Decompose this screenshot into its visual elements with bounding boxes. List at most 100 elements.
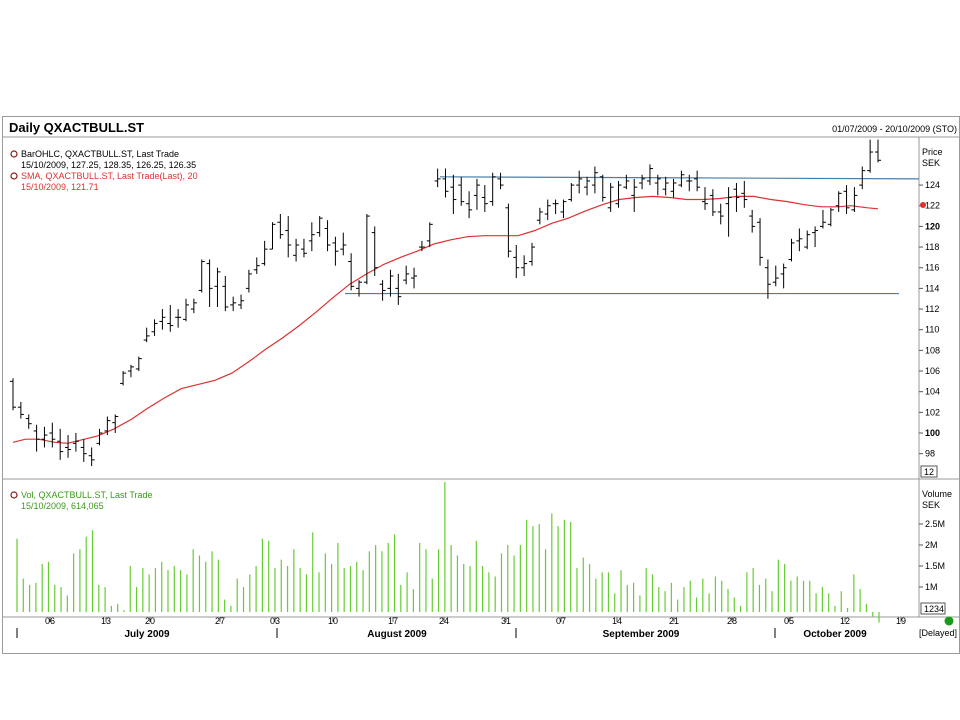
ohlc-bar: [599, 174, 606, 202]
ohlc-bar: [25, 414, 32, 429]
ohlc-bar: [411, 267, 418, 289]
ohlc-bar: [505, 203, 512, 258]
day-axis-ticks: 06 13 20 27 03 10 17 24 31 07 14 21 28 05 12 19: [45, 616, 906, 626]
ohlc-bar: [418, 240, 425, 252]
ohlc-bar: [285, 216, 292, 258]
ohlc-bar: [175, 309, 182, 328]
ohlc-bar: [819, 209, 826, 229]
ohlc-bar: [135, 356, 142, 372]
ohlc-bar: [112, 414, 119, 433]
day-tick-label: 24: [439, 616, 449, 626]
bar-legend-line2: 15/10/2009, 127.25, 128.35, 126.25, 126.…: [21, 160, 196, 170]
ohlc-bar: [843, 185, 850, 215]
ohlc-bar: [694, 170, 701, 192]
ohlc-bar: [253, 257, 260, 274]
ohlc-bar: [308, 222, 315, 252]
vol-legend-icon[interactable]: [10, 491, 18, 499]
day-tick-label: 03: [270, 616, 280, 626]
ohlc-bar: [804, 230, 811, 250]
ohlc-bar: [489, 172, 496, 206]
ohlc-bar: [615, 180, 622, 208]
ohlc-bar: [702, 187, 708, 210]
ohlc-bar: [568, 183, 575, 202]
ohlc-bar: [631, 178, 638, 212]
bar-legend-icon[interactable]: [10, 150, 18, 158]
ohlc-bar: [717, 203, 724, 225]
ohlc-bar: [72, 433, 79, 452]
price-badge-text: 12: [924, 467, 934, 477]
day-tick-label: 19: [896, 616, 906, 626]
ohlc-bar: [552, 199, 559, 215]
ohlc-bar: [426, 222, 433, 248]
ohlc-bar: [481, 185, 488, 212]
ohlc-bar: [261, 240, 268, 266]
ohlc-bar: [222, 275, 229, 312]
ohlc-bar: [513, 244, 520, 279]
ohlc-bar: [670, 178, 677, 198]
ohlc-bar: [104, 416, 111, 436]
ohlc-bar: [827, 207, 834, 227]
ohlc-bar: [80, 439, 87, 462]
ohlc-bar: [96, 428, 103, 446]
ohlc-bar: [772, 265, 779, 287]
ohlc-bar: [206, 259, 213, 307]
volume-tick-label: 2M: [925, 540, 938, 550]
ohlc-bar: [725, 187, 732, 237]
volume-axis-label: Volume: [922, 489, 952, 499]
ohlc-bar: [371, 226, 378, 276]
ohlc-bar: [733, 183, 740, 212]
day-tick-label: 10: [328, 616, 338, 626]
ohlc-bar: [607, 183, 614, 212]
price-tick-label: 116: [925, 263, 939, 273]
price-tick-label: 114: [925, 283, 939, 293]
ohlc-bar: [198, 259, 205, 293]
day-tick-label: 06: [45, 616, 55, 626]
volume-axis-unit: SEK: [922, 500, 940, 510]
ohlc-bar: [143, 327, 150, 343]
ohlc-bar: [159, 309, 166, 330]
ohlc-bar: [403, 265, 410, 285]
volume-badge-text: 1234: [924, 604, 944, 614]
ohlc-bar: [332, 236, 339, 266]
ohlc-bar: [120, 371, 127, 386]
ohlc-bar: [654, 174, 661, 196]
delayed-status: [Delayed]: [919, 628, 957, 638]
price-axis-label: Price: [922, 147, 943, 157]
ohlc-bar: [33, 424, 40, 452]
price-tick-label: 118: [925, 242, 939, 252]
ohlc-bar: [623, 174, 630, 190]
volume-bars: [16, 482, 880, 623]
ohlc-bar: [324, 220, 331, 252]
vol-legend-line1: Vol, QXACTBULL.ST, Last Trade: [21, 490, 153, 500]
price-tick-label: 106: [925, 366, 940, 376]
ohlc-bar: [277, 214, 284, 239]
volume-tick-label: 2.5M: [925, 519, 945, 529]
day-tick-label: 31: [501, 616, 511, 626]
volume-tick-label: 1.5M: [925, 561, 945, 571]
day-tick-label: 17: [388, 616, 398, 626]
chart-frame: Daily QXACTBULL.ST 01/07/2009 - 20/10/20…: [2, 116, 960, 654]
ohlc-bar: [57, 428, 64, 460]
ohlc-bar: [544, 199, 551, 221]
sma-legend-icon[interactable]: [10, 172, 18, 180]
price-tick-label: 104: [925, 387, 940, 397]
ohlc-bar: [859, 166, 866, 190]
ohlc-bar: [363, 214, 370, 285]
ohlc-bar: [230, 296, 237, 312]
ohlc-bar: [41, 426, 48, 448]
resistance-trendline[interactable]: [439, 176, 920, 180]
price-tick-label: 108: [925, 345, 940, 355]
ohlc-bar: [639, 174, 646, 190]
ohlc-bar: [466, 191, 473, 219]
price-tick-label: 98: [925, 449, 935, 459]
ohlc-bar: [387, 269, 394, 297]
day-tick-label: 05: [784, 616, 794, 626]
ohlc-bar: [151, 319, 158, 336]
ohlc-bar: [442, 168, 449, 198]
day-tick-label: 14: [612, 616, 622, 626]
ohlc-bar: [269, 222, 276, 250]
bar-legend-line1: BarOHLC, QXACTBULL.ST, Last Trade: [21, 149, 179, 159]
ohlc-bar: [521, 255, 528, 276]
month-label: September 2009: [603, 629, 680, 640]
ohlc-bar: [835, 191, 842, 212]
